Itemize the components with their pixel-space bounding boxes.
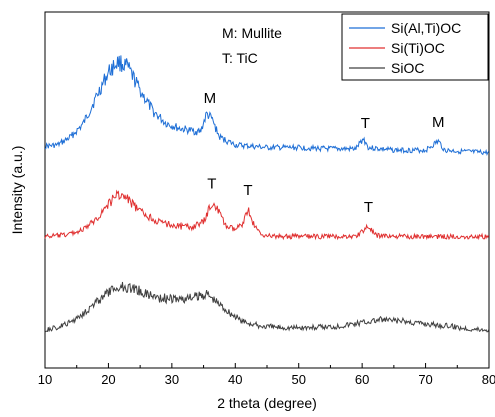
peak-label-t-3: T bbox=[207, 176, 216, 193]
peak-annotations: M T M T T T bbox=[204, 90, 445, 216]
legend-label-si-ti-oc: Si(Ti)OC bbox=[391, 40, 445, 56]
x-tick-label-20: 20 bbox=[101, 372, 115, 387]
series-layer bbox=[44, 55, 490, 333]
peak-label-t-5: T bbox=[364, 199, 373, 216]
series-line-sioc bbox=[44, 281, 490, 333]
legend-entries: Si(Al,Ti)OC Si(Ti)OC SiOC bbox=[349, 20, 461, 76]
x-axis-title: 2 theta (degree) bbox=[217, 395, 317, 411]
y-axis-title: Intensity (a.u.) bbox=[9, 146, 25, 235]
x-tick-label-40: 40 bbox=[228, 372, 242, 387]
phase-key: M: Mullite T: TiC bbox=[222, 25, 282, 66]
phase-key-tic: T: TiC bbox=[222, 50, 258, 66]
phase-key-mullite: M: Mullite bbox=[222, 25, 282, 41]
legend-box bbox=[341, 13, 489, 81]
series-line-si-al-ti-oc bbox=[44, 55, 490, 156]
peak-label-t-4: T bbox=[243, 182, 252, 199]
legend-label-sioc: SiOC bbox=[391, 60, 424, 76]
x-tick-label-70: 70 bbox=[418, 372, 432, 387]
peak-label-m-0: M bbox=[204, 90, 217, 107]
peak-label-m-2: M bbox=[432, 114, 445, 131]
x-tick-label-10: 10 bbox=[38, 372, 52, 387]
x-axis: 10 20 30 40 50 60 70 80 bbox=[38, 363, 495, 387]
x-tick-label-50: 50 bbox=[291, 372, 305, 387]
peak-label-t-1: T bbox=[361, 115, 370, 132]
series-line-si-ti-oc bbox=[44, 189, 490, 241]
x-tick-label-60: 60 bbox=[355, 372, 369, 387]
x-tick-label-80: 80 bbox=[482, 372, 495, 387]
legend: Si(Al,Ti)OC Si(Ti)OC SiOC bbox=[341, 13, 489, 81]
legend-label-si-al-ti-oc: Si(Al,Ti)OC bbox=[391, 20, 461, 36]
x-tick-label-30: 30 bbox=[165, 372, 179, 387]
